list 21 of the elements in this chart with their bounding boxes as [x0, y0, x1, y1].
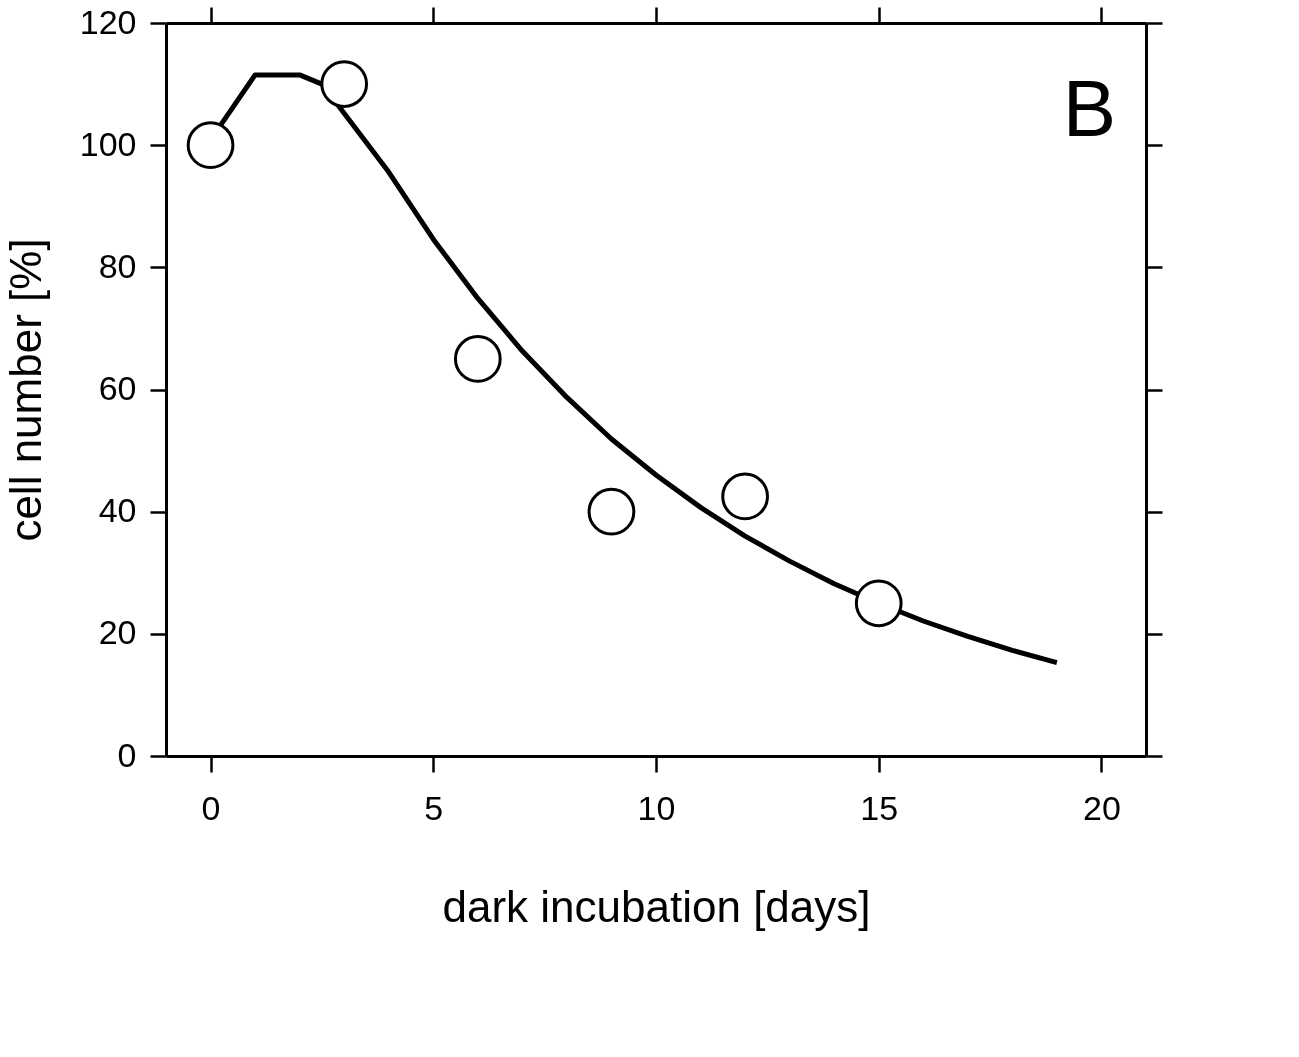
x-tick-label: 20 — [1083, 788, 1121, 827]
x-tick-label: 5 — [424, 788, 444, 827]
point — [587, 487, 636, 536]
point — [320, 60, 369, 108]
point — [854, 579, 903, 628]
x-tick-label: 0 — [201, 788, 221, 827]
x-axis-title: dark incubation [days] — [442, 881, 871, 931]
y-tick-label: 40 — [98, 491, 137, 530]
annotation: B — [1062, 64, 1116, 153]
y-axis-title: cell number [%] — [0, 238, 50, 542]
y-tick-label: 60 — [98, 369, 137, 407]
point — [186, 121, 235, 169]
x-tick-label: 15 — [860, 788, 899, 827]
x-tick-label: 10 — [637, 788, 676, 827]
y-tick-label: 0 — [117, 735, 137, 774]
point — [721, 472, 769, 521]
y-tick-label: 80 — [98, 246, 137, 285]
y-tick-label: 120 — [79, 2, 137, 41]
y-tick-label: 20 — [98, 613, 137, 652]
y-tick-label: 100 — [79, 124, 137, 163]
point — [453, 335, 502, 383]
